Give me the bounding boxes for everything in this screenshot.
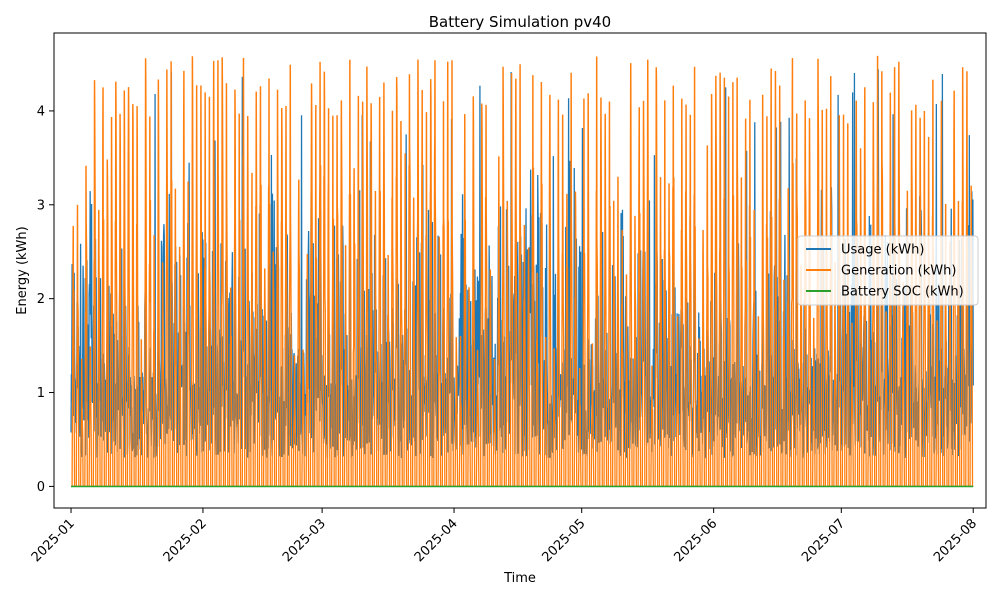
x-tick-label: 2025-06 — [671, 516, 720, 565]
x-tick-label: 2025-05 — [540, 516, 589, 565]
y-axis: 0 1 2 3 4 — [37, 104, 54, 495]
legend-entry-label: Generation (kWh) — [841, 264, 956, 279]
x-axis: 2025-01 2025-02 2025-03 2025-04 2025-05 2025-… — [29, 508, 980, 565]
plot-frame — [53, 32, 987, 509]
y-tick-label: 2 — [37, 292, 45, 307]
legend-entry-label: Battery SOC (kWh) — [841, 285, 964, 300]
chart-title: Battery Simulation pv40 — [429, 13, 611, 31]
legend-entry-label: Usage (kWh) — [841, 243, 924, 258]
legend-box — [797, 235, 979, 306]
x-tick-label: 2025-07 — [799, 516, 848, 565]
y-tick-label: 3 — [37, 198, 45, 213]
x-tick-label: 2025-04 — [412, 516, 461, 565]
x-tick-label: 2025-03 — [280, 516, 329, 565]
y-tick-label: 4 — [37, 104, 45, 119]
x-axis-label: Time — [503, 571, 536, 586]
legend: Usage (kWh) Generation (kWh) Battery SOC (… — [797, 235, 979, 306]
y-axis-label: Energy (kWh) — [15, 226, 30, 314]
y-tick-label: 0 — [37, 480, 45, 495]
x-tick-label: 2025-08 — [931, 516, 980, 565]
x-tick-label: 2025-01 — [29, 516, 78, 565]
y-tick-label: 1 — [37, 386, 45, 401]
x-tick-label: 2025-02 — [161, 516, 210, 565]
